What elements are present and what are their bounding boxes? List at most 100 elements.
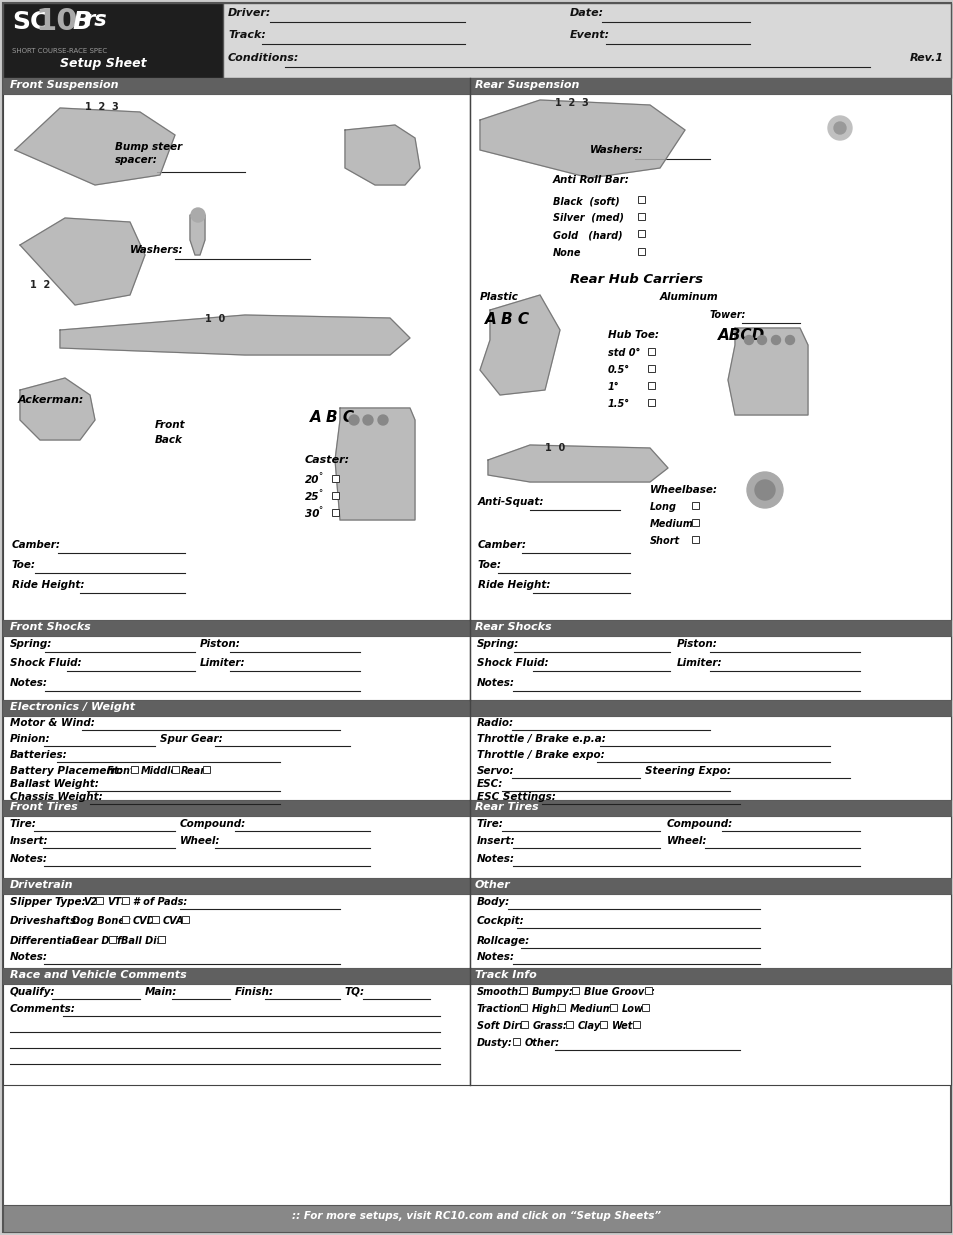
Polygon shape <box>479 100 684 178</box>
Text: Spring:: Spring: <box>476 638 518 650</box>
Text: Wheelbase:: Wheelbase: <box>649 485 718 495</box>
Text: Insert:: Insert: <box>476 836 515 846</box>
Text: # of Pads:: # of Pads: <box>132 897 187 906</box>
Text: Notes:: Notes: <box>10 952 48 962</box>
Text: Driver:: Driver: <box>228 7 271 19</box>
Text: Washers:: Washers: <box>130 245 183 254</box>
Bar <box>3 2 950 78</box>
Circle shape <box>784 336 794 345</box>
Text: Date:: Date: <box>569 7 603 19</box>
Bar <box>470 636 950 700</box>
Bar <box>172 766 179 773</box>
Bar <box>638 196 644 203</box>
Text: Event:: Event: <box>569 30 610 40</box>
Text: Main:: Main: <box>145 987 177 997</box>
Bar <box>3 894 470 968</box>
Text: Anti Roll Bar:: Anti Roll Bar: <box>553 175 629 185</box>
Bar <box>638 248 644 254</box>
Bar <box>565 1021 573 1028</box>
Text: Other: Other <box>475 881 510 890</box>
Text: Compound:: Compound: <box>180 819 246 829</box>
Text: Hub Toe:: Hub Toe: <box>607 330 659 340</box>
Text: Race and Vehicle Comments: Race and Vehicle Comments <box>10 969 187 981</box>
Polygon shape <box>60 315 410 354</box>
Text: Pinion:: Pinion: <box>10 734 51 743</box>
Bar <box>470 816 950 878</box>
Text: 20: 20 <box>305 475 319 485</box>
Circle shape <box>757 336 765 345</box>
Text: 1  0: 1 0 <box>205 314 225 324</box>
Text: Tire:: Tire: <box>10 819 37 829</box>
Polygon shape <box>479 295 559 395</box>
Bar <box>3 620 950 636</box>
Text: Toe:: Toe: <box>477 559 501 571</box>
Text: Steering Expo:: Steering Expo: <box>644 766 730 776</box>
Circle shape <box>743 336 753 345</box>
Bar <box>3 78 950 94</box>
Text: Servo:: Servo: <box>476 766 514 776</box>
Text: Front: Front <box>107 766 135 776</box>
Text: Aluminum: Aluminum <box>659 291 718 303</box>
Text: Camber:: Camber: <box>12 540 61 550</box>
Bar <box>109 936 116 944</box>
Text: Wheel:: Wheel: <box>180 836 220 846</box>
Text: 1  2: 1 2 <box>30 280 51 290</box>
Text: Front: Front <box>154 420 186 430</box>
Text: Washers:: Washers: <box>589 144 643 156</box>
Text: Wheel:: Wheel: <box>666 836 707 846</box>
Text: A B C: A B C <box>310 410 355 425</box>
Polygon shape <box>20 219 145 305</box>
Text: spacer:: spacer: <box>115 156 157 165</box>
Text: Rear Hub Carriers: Rear Hub Carriers <box>569 273 702 287</box>
Bar <box>470 94 950 620</box>
Text: rs: rs <box>84 10 107 30</box>
Text: Tower:: Tower: <box>709 310 745 320</box>
Text: 1°: 1° <box>607 382 619 391</box>
Bar <box>644 987 651 994</box>
Text: Front Tires: Front Tires <box>10 802 77 811</box>
Polygon shape <box>20 378 95 440</box>
Bar <box>691 519 699 526</box>
Bar <box>599 1021 606 1028</box>
Text: Gear Diff: Gear Diff <box>71 936 121 946</box>
Text: A B C: A B C <box>484 312 530 327</box>
Polygon shape <box>335 408 415 520</box>
Text: SHORT COURSE-RACE SPEC: SHORT COURSE-RACE SPEC <box>12 48 107 54</box>
Text: Long: Long <box>649 501 677 513</box>
Text: Medium: Medium <box>649 519 693 529</box>
Bar <box>647 348 655 354</box>
Text: Battery Placement:: Battery Placement: <box>10 766 123 776</box>
Text: Dusty:: Dusty: <box>476 1037 512 1049</box>
Text: Track Info: Track Info <box>475 969 537 981</box>
Bar <box>3 700 950 716</box>
Text: Track:: Track: <box>228 30 266 40</box>
Text: Rear Tires: Rear Tires <box>475 802 538 811</box>
Text: Clay:: Clay: <box>578 1021 604 1031</box>
Text: 0.5°: 0.5° <box>607 366 630 375</box>
Bar <box>691 536 699 543</box>
Text: None: None <box>553 248 581 258</box>
Polygon shape <box>727 329 807 415</box>
Text: Batteries:: Batteries: <box>10 750 68 760</box>
Text: Spur Gear:: Spur Gear: <box>160 734 222 743</box>
Bar <box>158 936 165 944</box>
Text: 1  2  3: 1 2 3 <box>85 103 118 112</box>
Text: Front Suspension: Front Suspension <box>10 80 118 90</box>
Text: Shock Fluid:: Shock Fluid: <box>10 658 82 668</box>
Circle shape <box>349 415 358 425</box>
Circle shape <box>363 415 373 425</box>
Text: Notes:: Notes: <box>10 853 48 864</box>
Bar <box>3 968 950 984</box>
Bar <box>3 816 470 878</box>
Bar <box>3 2 223 78</box>
Bar <box>558 1004 564 1011</box>
Text: VTS: VTS <box>107 897 128 906</box>
Text: Medium:: Medium: <box>569 1004 618 1014</box>
Text: :: For more setups, visit RC10.com and click on “Setup Sheets”: :: For more setups, visit RC10.com and c… <box>293 1212 660 1221</box>
Text: 30: 30 <box>305 509 319 519</box>
Text: Throttle / Brake expo:: Throttle / Brake expo: <box>476 750 604 760</box>
Bar <box>3 716 950 800</box>
Bar <box>3 984 470 1086</box>
Text: Piston:: Piston: <box>677 638 717 650</box>
Bar <box>638 230 644 237</box>
